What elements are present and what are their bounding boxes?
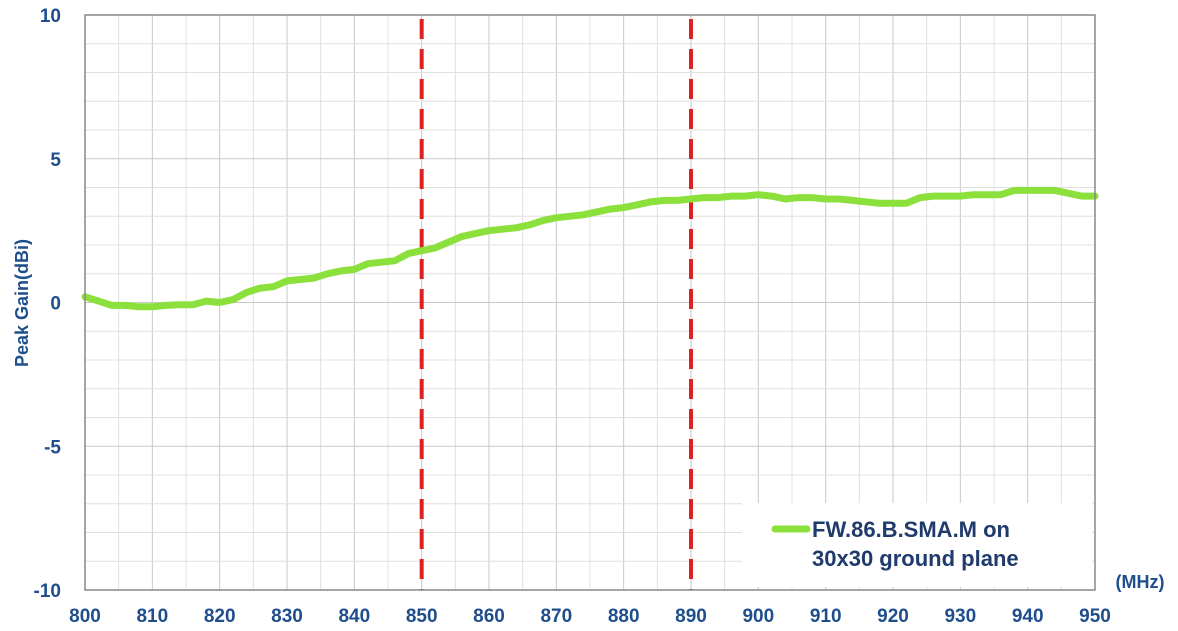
x-tick-label: 940 — [1012, 606, 1044, 627]
x-tick-label: 920 — [877, 606, 909, 627]
x-tick-label: 890 — [675, 606, 707, 627]
x-tick-label: 810 — [136, 606, 168, 627]
x-tick-label: 820 — [204, 606, 236, 627]
series-line-0 — [81, 186, 1099, 311]
legend-box — [742, 503, 1092, 587]
y-tick-label: -5 — [44, 437, 61, 458]
y-tick-label: 0 — [50, 294, 61, 315]
x-tick-label: 840 — [338, 606, 370, 627]
x-tick-label: 860 — [473, 606, 505, 627]
y-tick-labels: 10 5 0 -5 -10 — [34, 6, 62, 602]
x-axis-unit-label: (MHz) — [1116, 572, 1165, 592]
x-tick-label: 950 — [1079, 606, 1111, 627]
legend: FW.86.B.SMA.M on 30x30 ground plane — [742, 503, 1092, 587]
x-tick-label: 910 — [810, 606, 842, 627]
x-tick-label: 830 — [271, 606, 303, 627]
y-tick-label: 10 — [40, 6, 61, 27]
x-tick-label: 870 — [540, 606, 572, 627]
y-tick-label: -10 — [34, 581, 61, 602]
legend-label-line-2: 30x30 ground plane — [812, 546, 1019, 571]
x-tick-label: 880 — [608, 606, 640, 627]
series-lines — [81, 186, 1099, 311]
legend-label-line-1: FW.86.B.SMA.M on — [812, 517, 1010, 542]
x-tick-label: 930 — [944, 606, 976, 627]
x-tick-label: 850 — [406, 606, 438, 627]
x-tick-label: 800 — [69, 606, 101, 627]
reference-lines — [419, 19, 693, 590]
y-axis-label: Peak Gain(dBi) — [12, 239, 32, 367]
x-tick-label: 900 — [742, 606, 774, 627]
y-tick-label: 5 — [50, 150, 61, 171]
x-tick-labels: 800 810 820 830 840 850 860 870 880 890 900 910 920 9… — [69, 606, 1111, 627]
plot-border — [84, 14, 1096, 591]
